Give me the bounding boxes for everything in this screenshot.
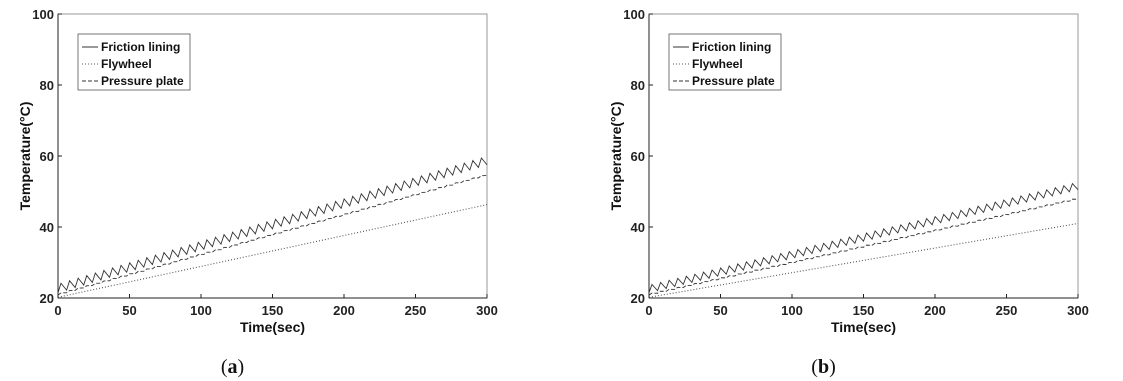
legend-entry: Pressure plate [101,74,184,88]
x-axis-label: Time(sec) [831,319,896,335]
y-tick-label: 60 [631,149,645,164]
series-line-flywheel [57,204,488,298]
y-tick-label: 40 [631,220,645,235]
legend-entry: Pressure plate [692,74,775,88]
y-tick-label: 60 [40,149,54,164]
y-tick-label: 80 [40,78,54,93]
panel-label: (b) [811,356,835,378]
x-tick-label: 100 [190,303,212,318]
series-line-pressure-plate [648,198,1079,296]
panel-label: (a) [221,356,244,378]
y-axis-label: Temperature(°C) [608,102,624,211]
series-line-pressure-plate [57,175,488,296]
y-tick-label: 20 [631,291,645,306]
series-line-friction-lining [57,157,488,293]
x-tick-label: 50 [713,303,727,318]
y-tick-label: 80 [631,78,645,93]
x-axis-label: Time(sec) [240,319,305,335]
x-tick-label: 0 [645,303,652,318]
chart-panel-a: 0 50 100 150 200 250 300 20 40 60 80 100 Time(sec) Te… [17,7,498,378]
y-tick-label: 100 [32,7,54,22]
series-line-friction-lining [648,182,1079,293]
legend-entry: Flywheel [101,57,152,71]
x-tick-label: 50 [122,303,136,318]
y-tick-label: 40 [40,220,54,235]
x-tick-label: 150 [853,303,875,318]
x-tick-label: 300 [476,303,498,318]
x-tick-label: 300 [1067,303,1089,318]
legend-entry: Friction lining [692,40,771,54]
x-tick-label: 0 [54,303,61,318]
y-axis-label: Temperature(°C) [17,102,33,211]
x-tick-label: 150 [262,303,284,318]
x-tick-label: 200 [333,303,355,318]
y-tick-label: 20 [40,291,54,306]
legend-entry: Flywheel [692,57,743,71]
y-tick-label: 100 [623,7,645,22]
x-tick-label: 200 [924,303,946,318]
series-line-flywheel [648,222,1079,298]
x-tick-label: 250 [405,303,427,318]
chart-panel-b: 0 50 100 150 200 250 300 20 40 60 80 100 Time(sec) Te… [608,7,1089,378]
x-tick-label: 100 [781,303,803,318]
legend-entry: Friction lining [101,40,180,54]
x-tick-label: 250 [996,303,1018,318]
